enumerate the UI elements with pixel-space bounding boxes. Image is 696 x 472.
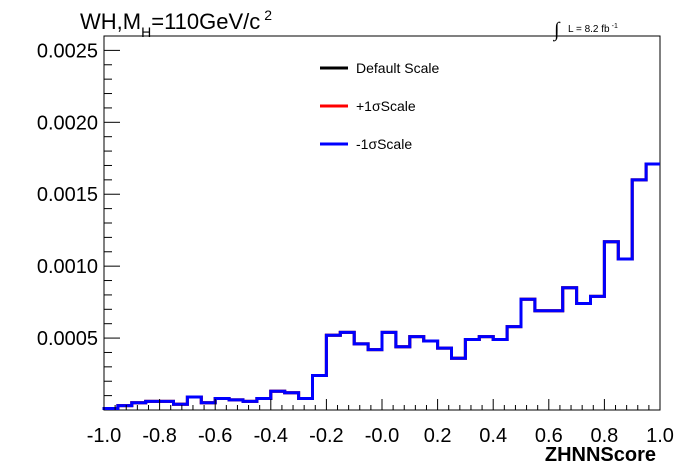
luminosity-superscript: -1 <box>612 23 618 30</box>
y-tick-label: 0.0010 <box>37 256 98 278</box>
integral-sign: ∫ <box>552 19 561 42</box>
x-tick-label: 0.4 <box>479 425 507 447</box>
y-tick-label: 0.0015 <box>37 184 98 206</box>
x-tick-label: -0.4 <box>254 425 288 447</box>
series-layer <box>102 162 660 411</box>
luminosity-label: L = 8.2 fb -1 <box>568 23 618 35</box>
y-tick-label: 0.0025 <box>37 40 98 62</box>
x-tick-label: 1.0 <box>646 425 674 447</box>
x-tick-label: -0.8 <box>142 425 176 447</box>
y-tick-label: 0.0020 <box>37 112 98 134</box>
legend-label: Default Scale <box>356 60 439 76</box>
x-tick-label: 0.2 <box>424 425 452 447</box>
legend-label: +1σScale <box>356 98 416 114</box>
x-axis-ticks <box>103 399 661 410</box>
chart-title-after: =110GeV/c <box>151 9 260 34</box>
chart-title: WH,MH=110GeV/c 2 <box>80 7 272 40</box>
x-tick-label: -0.2 <box>309 425 343 447</box>
y-axis-ticks <box>104 35 120 397</box>
series-line-2 <box>102 162 660 411</box>
x-tick-label: 0.6 <box>535 425 563 447</box>
chart-title-subscript: H <box>141 24 151 40</box>
y-axis-tick-labels: 0.0005 0.0010 0.0015 0.0020 0.0025 <box>37 40 98 350</box>
legend: Default Scale +1σScale -1σScale <box>320 60 439 152</box>
y-tick-label: 0.0005 <box>37 328 98 350</box>
x-axis-title: ZHNNScore <box>545 444 656 466</box>
x-tick-label: -0.0 <box>365 425 399 447</box>
chart-title-superscript: 2 <box>264 7 272 23</box>
x-tick-label: -1.0 <box>87 425 121 447</box>
x-axis-tick-labels: -1.0 -0.8 -0.6 -0.4 -0.2 -0.0 0.2 0.4 0.6 0.8 1.0 <box>87 425 674 447</box>
legend-label: -1σScale <box>356 136 412 152</box>
x-tick-label: 0.8 <box>590 425 618 447</box>
x-tick-label: -0.6 <box>198 425 232 447</box>
